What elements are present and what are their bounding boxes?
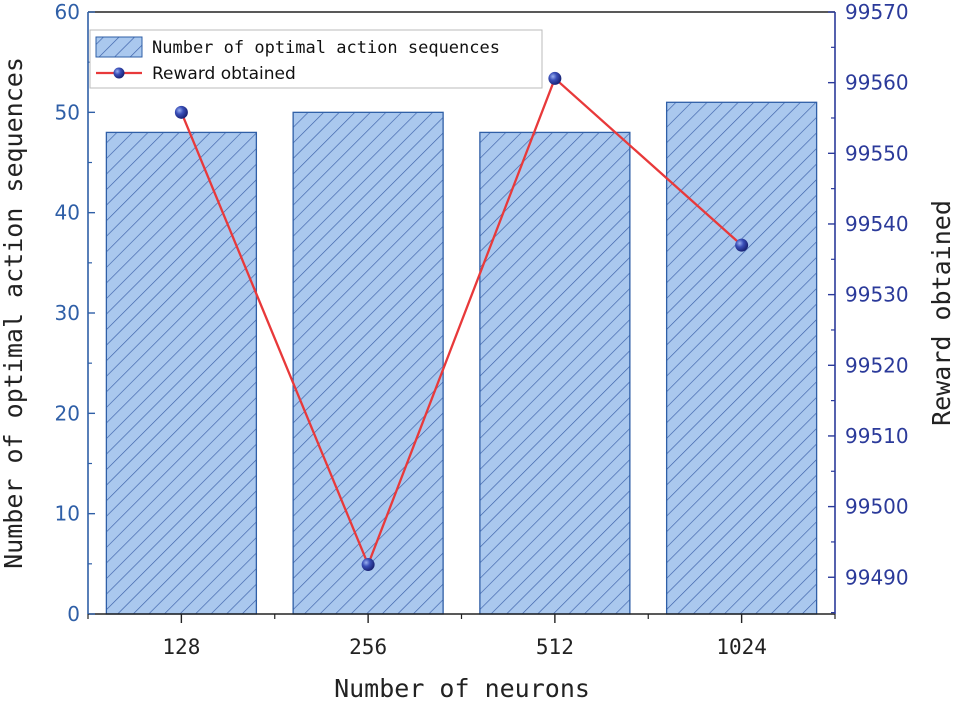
y-left-tick-label: 50 [55, 100, 80, 124]
line-layer [174, 71, 749, 572]
y-axis-left-label: Number of optimal action sequences [0, 57, 28, 569]
x-tick-label: 128 [162, 635, 200, 659]
y-right-tick-label: 99520 [845, 353, 909, 377]
x-axis-label: Number of neurons [334, 674, 590, 701]
y-left-tick-label: 0 [67, 602, 80, 626]
legend-line-label: Reward obtained [152, 64, 296, 84]
y-right-tick-label: 99510 [845, 424, 909, 448]
y-left-tick-label: 10 [55, 502, 80, 526]
y-right-tick-label: 99500 [845, 495, 909, 519]
x-tick-label: 256 [349, 635, 387, 659]
legend-line-marker [113, 67, 125, 79]
reward-point-512 [548, 71, 562, 85]
legend-bar-swatch [95, 36, 143, 58]
y-right-tick-label: 99560 [845, 71, 909, 95]
y-left-tick-label: 30 [55, 301, 80, 325]
y-left-tick-label: 60 [55, 0, 80, 24]
x-tick-label: 1024 [716, 635, 767, 659]
reward-point-1024 [735, 238, 749, 252]
y-right-tick-label: 99550 [845, 141, 909, 165]
axes-layer: 0 10 20 30 40 50 60 99490 99500 99510 99520 99530 99… [55, 0, 909, 659]
reward-point-128 [174, 105, 188, 119]
y-right-tick-label: 99570 [845, 0, 909, 24]
y-left-tick-label: 40 [55, 201, 80, 225]
bars-layer [105, 101, 818, 615]
bar-512 [479, 131, 631, 615]
y-right-tick-label: 99490 [845, 565, 909, 589]
legend-bar-label: Number of optimal action sequences [152, 38, 500, 58]
bar-1024 [665, 101, 818, 615]
legend-box [89, 29, 543, 89]
reward-point-256 [361, 558, 375, 572]
x-tick-label: 512 [536, 635, 574, 659]
reward-line [180, 76, 743, 568]
bar-256 [292, 111, 444, 615]
y-axis-right-label: Reward obtained [927, 200, 955, 426]
y-right-tick-label: 99540 [845, 212, 909, 236]
bar-128 [105, 131, 258, 615]
y-left-tick-label: 20 [55, 401, 80, 425]
y-right-tick-label: 99530 [845, 283, 909, 307]
legend: Number of optimal action sequences Rewar… [89, 29, 543, 89]
